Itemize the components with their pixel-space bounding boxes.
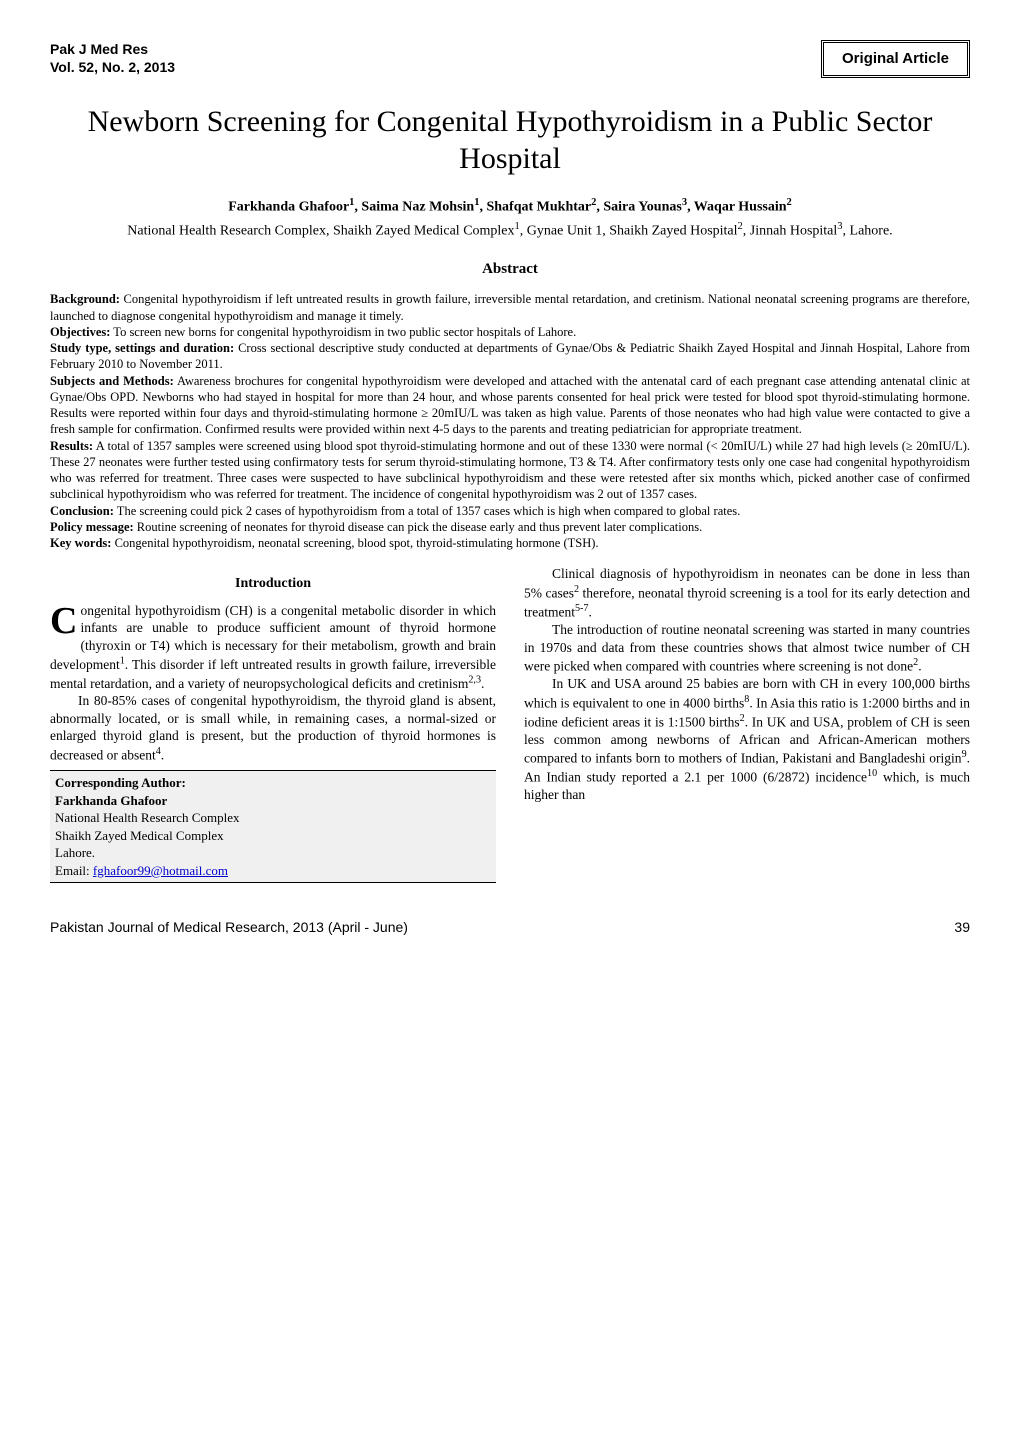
corresponding-author-box: Corresponding Author: Farkhanda Ghafoor … xyxy=(50,770,496,883)
abs-objectives-label: Objectives: xyxy=(50,325,110,339)
corr-email-link[interactable]: fghafoor99@hotmail.com xyxy=(93,863,228,878)
page-footer: Pakistan Journal of Medical Research, 20… xyxy=(50,918,970,936)
intro-p2: In 80-85% cases of congenital hypothyroi… xyxy=(50,692,496,764)
journal-info: Pak J Med Res Vol. 52, No. 2, 2013 xyxy=(50,40,175,76)
abs-conclusion-label: Conclusion: xyxy=(50,504,114,518)
footer-page-number: 39 xyxy=(954,918,970,936)
affiliations: National Health Research Complex, Shaikh… xyxy=(50,220,970,242)
authors: Farkhanda Ghafoor1, Saima Naz Mohsin1, S… xyxy=(50,196,970,217)
abs-subjects: Awareness brochures for congenital hypot… xyxy=(50,374,970,437)
intro-p1: Congenital hypothyroidism (CH) is a cong… xyxy=(50,602,496,693)
abs-background-label: Background: xyxy=(50,292,120,306)
page-header: Pak J Med Res Vol. 52, No. 2, 2013 Origi… xyxy=(50,40,970,78)
body-columns: Introduction Congenital hypothyroidism (… xyxy=(50,565,970,883)
article-type-badge: Original Article xyxy=(821,40,970,78)
abs-policy: Routine screening of neonates for thyroi… xyxy=(134,520,703,534)
intro-p5: In UK and USA around 25 babies are born … xyxy=(524,675,970,804)
abs-background: Congenital hypothyroidism if left untrea… xyxy=(50,292,970,322)
dropcap: C xyxy=(50,602,80,637)
abs-conclusion: The screening could pick 2 cases of hypo… xyxy=(114,504,740,518)
corr-name: Farkhanda Ghafoor xyxy=(55,792,491,810)
abs-policy-label: Policy message: xyxy=(50,520,134,534)
abstract-body: Background: Congenital hypothyroidism if… xyxy=(50,291,970,551)
footer-left: Pakistan Journal of Medical Research, 20… xyxy=(50,918,408,936)
abs-keywords-label: Key words: xyxy=(50,536,111,550)
journal-name: Pak J Med Res xyxy=(50,40,175,58)
abs-keywords: Congenital hypothyroidism, neonatal scre… xyxy=(111,536,598,550)
abstract-heading: Abstract xyxy=(50,260,970,280)
article-title: Newborn Screening for Congenital Hypothy… xyxy=(50,103,970,178)
abs-study-label: Study type, settings and duration: xyxy=(50,341,234,355)
corr-title: Corresponding Author: xyxy=(55,774,491,792)
journal-volume: Vol. 52, No. 2, 2013 xyxy=(50,58,175,76)
corr-line2: Shaikh Zayed Medical Complex xyxy=(55,827,491,845)
abs-subjects-label: Subjects and Methods: xyxy=(50,374,174,388)
abs-results-label: Results: xyxy=(50,439,93,453)
corr-line1: National Health Research Complex xyxy=(55,809,491,827)
corr-line3: Lahore. xyxy=(55,844,491,862)
intro-p4: The introduction of routine neonatal scr… xyxy=(524,621,970,675)
corr-email-row: Email: fghafoor99@hotmail.com xyxy=(55,862,491,880)
corr-email-label: Email: xyxy=(55,863,93,878)
introduction-heading: Introduction xyxy=(50,575,496,593)
abs-objectives: To screen new borns for congenital hypot… xyxy=(110,325,576,339)
intro-p3: Clinical diagnosis of hypothyroidism in … xyxy=(524,565,970,621)
abs-results: A total of 1357 samples were screened us… xyxy=(50,439,970,502)
intro-p1-rest: ongenital hypothyroidism (CH) is a conge… xyxy=(50,603,496,691)
